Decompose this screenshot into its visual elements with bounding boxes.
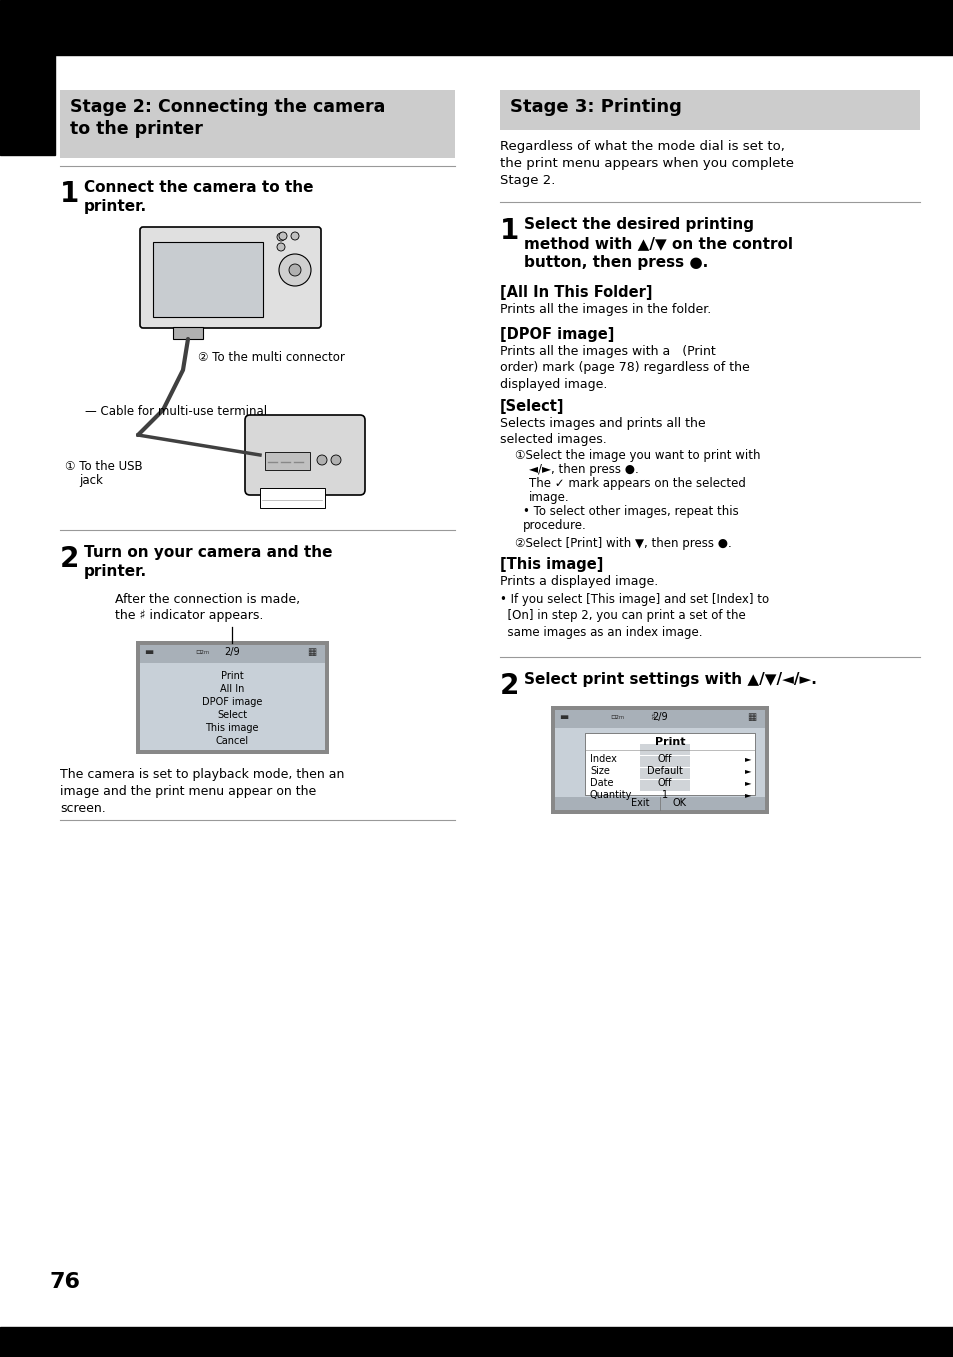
Text: ♯: ♯	[649, 712, 654, 722]
Text: Quantity: Quantity	[589, 790, 632, 801]
Bar	[584, 733, 754, 795]
Text: Date: Date	[589, 778, 613, 788]
Text: 2: 2	[499, 672, 518, 700]
Text: Prints all the images in the folder.: Prints all the images in the folder.	[499, 303, 711, 316]
Text: 2: 2	[60, 546, 79, 573]
Bar	[136, 641, 329, 754]
Text: All In: All In	[219, 684, 244, 693]
Text: ▬: ▬	[558, 712, 568, 722]
Text: Prints a displayed image.: Prints a displayed image.	[499, 575, 658, 588]
Text: [DPOF image]: [DPOF image]	[499, 327, 614, 342]
Text: DPOF image: DPOF image	[202, 697, 262, 707]
Text: OK: OK	[672, 798, 686, 807]
Circle shape	[278, 232, 287, 240]
Bar	[639, 780, 689, 791]
Text: 76: 76	[50, 1272, 81, 1292]
Text: After the connection is made,
the ♯ indicator appears.: After the connection is made, the ♯ indi…	[115, 593, 300, 623]
Bar	[0, 56, 55, 155]
Text: ►: ►	[743, 754, 750, 763]
Text: Index: Index	[589, 754, 617, 764]
Circle shape	[331, 455, 340, 465]
Text: Off: Off	[658, 778, 672, 788]
Text: 1: 1	[499, 217, 518, 246]
Bar	[551, 706, 768, 814]
Text: image.: image.	[529, 491, 569, 503]
Text: Select the desired printing
method with ▲/▼ on the control
button, then press ●.: Select the desired printing method with …	[523, 217, 792, 270]
Circle shape	[278, 254, 311, 286]
Bar	[555, 710, 764, 810]
Bar	[555, 710, 764, 727]
Text: Select: Select	[216, 710, 247, 721]
Circle shape	[316, 455, 327, 465]
Text: The camera is set to playback mode, then an
image and the print menu appear on t: The camera is set to playback mode, then…	[60, 768, 344, 816]
Text: • To select other images, repeat this: • To select other images, repeat this	[522, 505, 738, 518]
Text: ▫₂ₘ: ▫₂ₘ	[609, 712, 623, 721]
Text: jack: jack	[79, 474, 103, 487]
Bar	[639, 756, 689, 767]
Text: ② To the multi connector: ② To the multi connector	[198, 351, 345, 364]
Bar	[172, 327, 203, 339]
Text: ①Select the image you want to print with: ①Select the image you want to print with	[515, 449, 760, 461]
Text: 1: 1	[661, 790, 667, 801]
Bar	[140, 645, 325, 750]
Circle shape	[276, 243, 285, 251]
Text: ◄/►, then press ●.: ◄/►, then press ●.	[529, 463, 639, 476]
Text: 2/9: 2/9	[224, 647, 239, 657]
Text: Stage 2: Connecting the camera
to the printer: Stage 2: Connecting the camera to the pr…	[70, 98, 385, 138]
Text: Print: Print	[654, 737, 684, 746]
Text: [This image]: [This image]	[499, 556, 602, 573]
Text: ▫₂ₘ: ▫₂ₘ	[194, 647, 209, 655]
Bar	[265, 452, 310, 470]
Text: Regardless of what the mode dial is set to,
the print menu appears when you comp: Regardless of what the mode dial is set …	[499, 140, 793, 187]
Bar	[140, 645, 325, 664]
Text: [All In This Folder]: [All In This Folder]	[499, 285, 652, 300]
Circle shape	[291, 232, 298, 240]
Text: 1: 1	[60, 180, 79, 208]
Bar	[555, 797, 764, 810]
Text: ►: ►	[743, 765, 750, 775]
Text: Prints all the images with a   (Print
order) mark (page 78) regardless of the
di: Prints all the images with a (Print orde…	[499, 345, 749, 391]
Text: ▦: ▦	[307, 647, 315, 657]
Bar	[639, 744, 689, 754]
Text: Select print settings with ▲/▼/◄/►.: Select print settings with ▲/▼/◄/►.	[523, 672, 816, 687]
Text: procedure.: procedure.	[522, 518, 586, 532]
Bar	[60, 90, 455, 157]
Text: ▬: ▬	[144, 647, 153, 657]
FancyBboxPatch shape	[260, 489, 325, 508]
Bar	[0, 0, 953, 56]
FancyBboxPatch shape	[140, 227, 320, 328]
Text: Size: Size	[589, 765, 609, 776]
Circle shape	[289, 265, 301, 275]
Text: ②Select [Print] with ▼, then press ●.: ②Select [Print] with ▼, then press ●.	[515, 537, 731, 550]
Text: Exit: Exit	[630, 798, 649, 807]
Text: This image: This image	[205, 723, 258, 733]
Text: The ✓ mark appears on the selected: The ✓ mark appears on the selected	[529, 478, 745, 490]
Text: ►: ►	[743, 778, 750, 787]
Text: [Select]: [Select]	[499, 399, 564, 414]
Bar	[499, 90, 919, 130]
Bar	[152, 242, 263, 318]
Text: • If you select [This image] and set [Index] to
  [On] in step 2, you can print : • If you select [This image] and set [In…	[499, 593, 768, 639]
Text: ▦: ▦	[746, 712, 756, 722]
Text: ① To the USB: ① To the USB	[65, 460, 143, 474]
Text: Off: Off	[658, 754, 672, 764]
FancyBboxPatch shape	[245, 415, 365, 495]
Text: Connect the camera to the
printer.: Connect the camera to the printer.	[84, 180, 314, 214]
Circle shape	[276, 233, 285, 242]
Text: Selects images and prints all the
selected images.: Selects images and prints all the select…	[499, 417, 705, 446]
Text: Stage 3: Printing: Stage 3: Printing	[510, 98, 681, 115]
Bar	[639, 768, 689, 779]
Text: ►: ►	[743, 790, 750, 799]
Text: Cancel: Cancel	[215, 735, 249, 746]
Bar	[0, 1327, 953, 1357]
Text: Default: Default	[646, 765, 682, 776]
Text: Turn on your camera and the
printer.: Turn on your camera and the printer.	[84, 546, 333, 579]
Text: — Cable for multi-use terminal: — Cable for multi-use terminal	[85, 404, 267, 418]
Text: 2/9: 2/9	[652, 712, 667, 722]
Text: Print: Print	[220, 670, 243, 681]
